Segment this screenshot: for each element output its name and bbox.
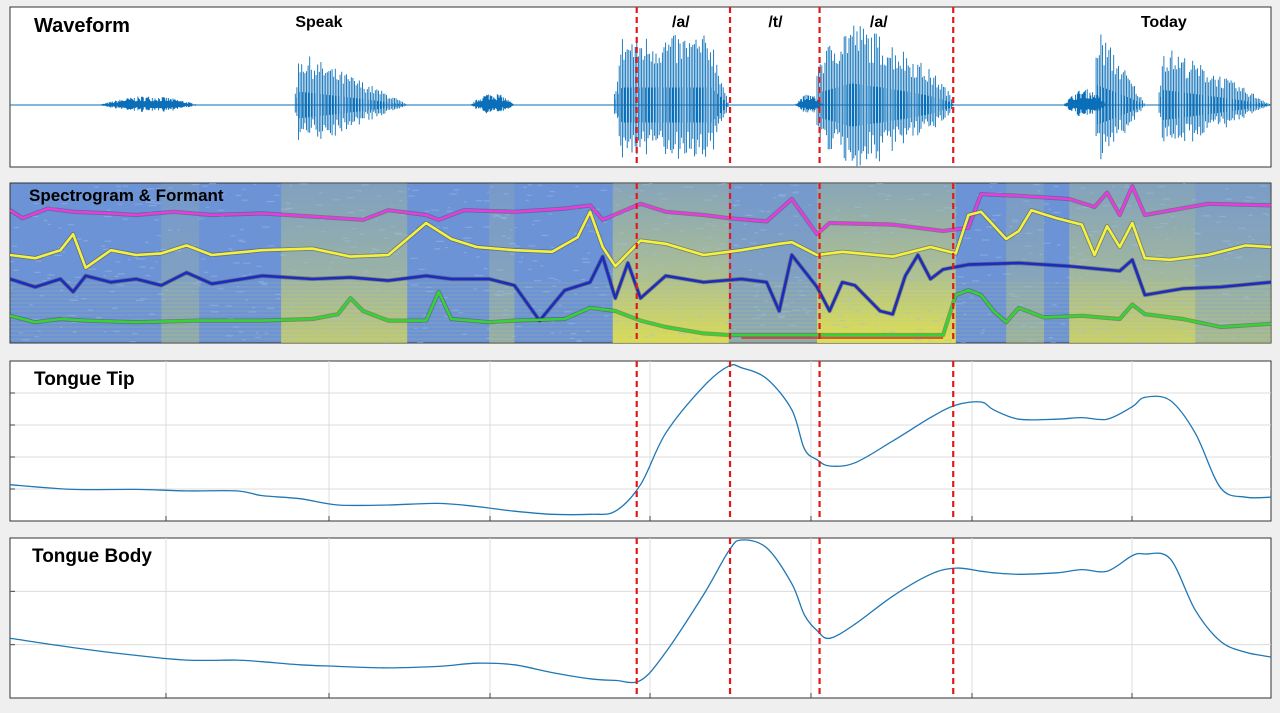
tongue-body-trajectory	[9, 539, 1272, 684]
tongue-tip-axes-box	[9, 360, 1272, 522]
word-label-2: /a/	[672, 14, 690, 31]
waveform-boundaries	[635, 7, 955, 167]
trajectory-line	[9, 539, 1272, 684]
tongue-body-grid	[10, 538, 1271, 698]
waveform-title: Waveform	[34, 15, 130, 37]
formant-track-3	[10, 253, 1271, 322]
word-label-4: /a/	[870, 14, 888, 31]
tongue-tip-trajectory	[9, 364, 1272, 516]
tongue-tip-title: Tongue Tip	[34, 369, 135, 390]
spectrogram-band-4	[728, 183, 818, 343]
word-label-3: /t/	[768, 14, 783, 31]
waveform-word-labels: Speak/a/ /t/ /a/Today	[295, 14, 1187, 31]
spectrogram-title: Spectrogram & Formant	[29, 186, 224, 205]
waveform-signal	[10, 25, 1271, 167]
spectrogram-harmonics	[10, 282, 1271, 340]
word-label-5: Today	[1141, 14, 1187, 31]
spectrogram-boundaries	[635, 183, 955, 343]
spectrogram-low-strip	[741, 337, 944, 339]
spectrogram-band-5	[817, 183, 956, 343]
waveform-axes-box	[9, 6, 1272, 168]
formant-track-1	[10, 184, 1271, 236]
spectrogram-band-9	[161, 183, 200, 343]
formant-track-2	[10, 208, 1271, 270]
tongue-body-axes-box	[9, 537, 1272, 699]
formant-track-4	[10, 288, 1271, 337]
tongue-body-panel: Tongue Body	[9, 537, 1272, 699]
spectrogram-panel: Spectrogram & Formant	[9, 182, 1272, 344]
word-label-1: Speak	[295, 14, 342, 31]
tongue-tip-boundaries	[635, 361, 955, 521]
waveform-trace	[98, 25, 1270, 167]
tongue-tip-panel: Tongue Tip	[9, 360, 1272, 522]
formant-tracks	[10, 184, 1271, 338]
waveform-panel: Speak/a/ /t/ /a/Today Waveform	[9, 6, 1272, 168]
trajectory-line	[9, 364, 1272, 516]
spectrogram-band-8	[1195, 183, 1271, 343]
tongue-tip-grid	[10, 361, 1271, 521]
spectrogram-band-2	[489, 183, 515, 343]
tongue-body-boundaries	[635, 538, 955, 698]
tongue-body-title: Tongue Body	[32, 546, 152, 567]
